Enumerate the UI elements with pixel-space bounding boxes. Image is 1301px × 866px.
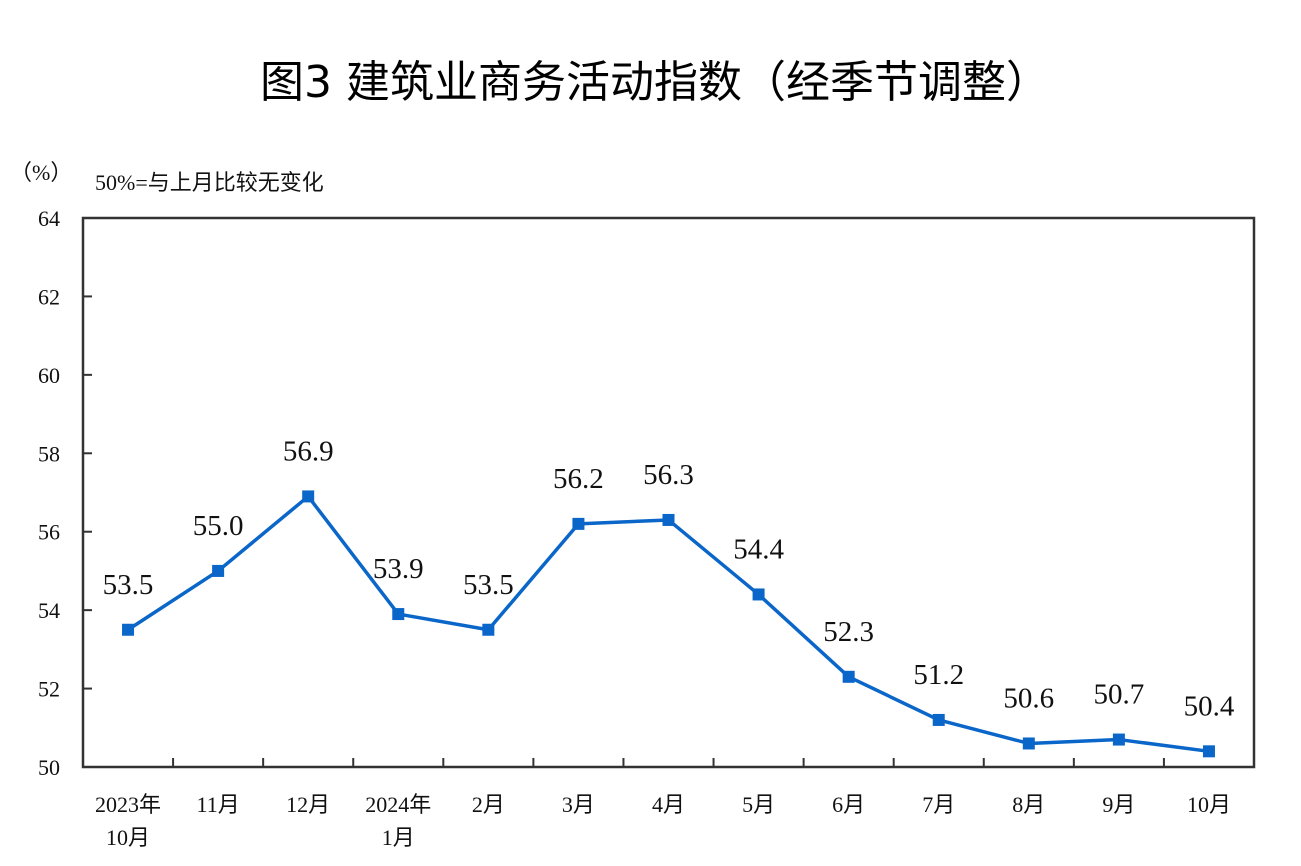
data-label: 54.4 xyxy=(733,533,784,565)
data-label: 53.5 xyxy=(103,569,154,601)
y-tick-label: 56 xyxy=(38,520,60,545)
chart-note: 50%=与上月比较无变化 xyxy=(95,170,324,195)
data-label: 51.2 xyxy=(913,659,964,691)
data-label: 52.3 xyxy=(823,616,874,648)
y-tick-label: 60 xyxy=(38,363,60,388)
data-label: 55.0 xyxy=(193,510,244,542)
data-label: 50.4 xyxy=(1184,690,1235,722)
series-marks: 53.5 55.0 56.9 53.9 53.5 56.2 56.3 54.4 52.3 51.2… xyxy=(103,435,1235,758)
data-point-marker xyxy=(1202,745,1215,758)
data-point-marker xyxy=(482,623,495,636)
data-label: 50.6 xyxy=(1003,682,1054,714)
data-point-marker xyxy=(302,490,315,503)
x-tick-label: 8月 xyxy=(1012,792,1045,817)
data-point-marker xyxy=(392,608,405,621)
y-axis-unit: （%） xyxy=(10,160,72,185)
x-tick-label: 3月 xyxy=(562,792,595,817)
data-point-marker xyxy=(662,513,675,526)
x-tick-label: 10月 xyxy=(106,825,150,850)
x-tick-label: 2024年 xyxy=(365,792,431,817)
x-tick-label: 9月 xyxy=(1102,792,1135,817)
chart-title: 图3 建筑业商务活动指数（经季节调整） xyxy=(260,57,1050,108)
x-tick-label: 5月 xyxy=(742,792,775,817)
y-tick-label: 54 xyxy=(38,598,60,623)
data-label: 56.3 xyxy=(643,459,694,491)
y-tick-label: 52 xyxy=(38,677,60,702)
data-point-marker xyxy=(932,713,945,726)
data-point-marker xyxy=(1112,733,1125,746)
x-tick-label: 6月 xyxy=(832,792,865,817)
data-point-marker xyxy=(572,517,585,530)
x-tick-label: 1月 xyxy=(382,825,415,850)
data-point-marker xyxy=(122,623,135,636)
data-label: 56.2 xyxy=(553,463,604,495)
data-point-marker xyxy=(842,670,855,683)
x-tick-label: 4月 xyxy=(652,792,685,817)
data-label: 53.9 xyxy=(373,553,424,585)
x-tick-label: 7月 xyxy=(922,792,955,817)
y-tick-label: 62 xyxy=(38,284,60,309)
data-point-marker xyxy=(212,564,225,577)
plot-frame xyxy=(81,216,1256,769)
data-label: 56.9 xyxy=(283,435,334,467)
y-tick-label: 58 xyxy=(38,441,60,466)
x-tick-label: 12月 xyxy=(286,792,330,817)
data-label: 53.5 xyxy=(463,569,514,601)
y-tick-label: 64 xyxy=(38,206,60,231)
x-tick-label: 10月 xyxy=(1187,792,1231,817)
x-tick-label: 11月 xyxy=(197,792,240,817)
data-label: 50.7 xyxy=(1094,679,1145,711)
axes: 50 52 54 56 58 60 62 64 2023年 10月 11月 12月 2024年 1月 2月 3… xyxy=(38,206,1256,850)
x-tick-label: 2023年 xyxy=(95,792,161,817)
x-tick-label: 2月 xyxy=(472,792,505,817)
y-tick-label: 50 xyxy=(38,755,60,780)
data-point-marker xyxy=(752,588,765,601)
data-point-marker xyxy=(1022,737,1035,750)
